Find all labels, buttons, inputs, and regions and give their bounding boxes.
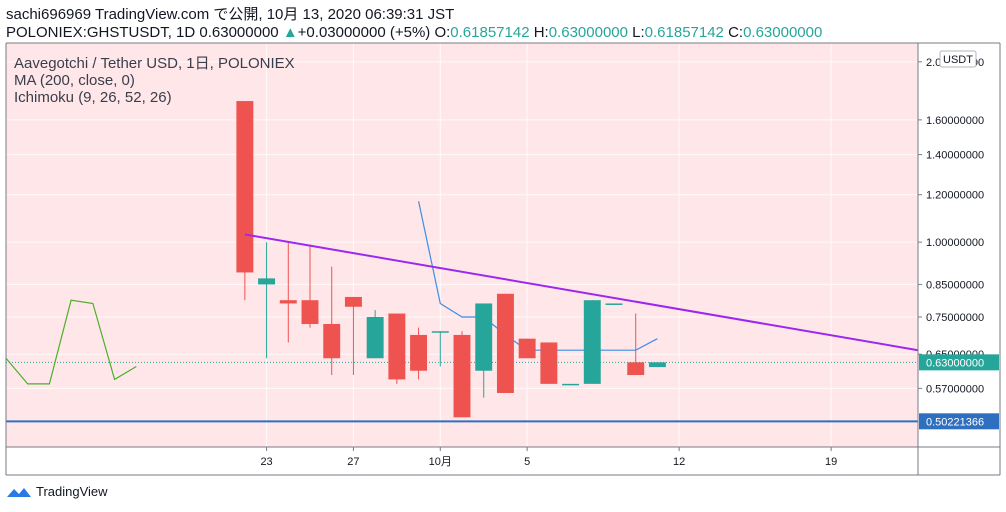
low-value: 0.61857142 xyxy=(644,24,724,41)
candle-body xyxy=(301,300,319,325)
support-price-tag xyxy=(919,413,999,430)
last-price-tag-label: 0.63000000 xyxy=(926,357,984,369)
support-price-tag-label: 0.50221366 xyxy=(926,416,984,428)
legend-title: Aavegotchi / Tether USD, 1日, POLONIEX xyxy=(14,55,295,72)
y-tick-label: 1.60000000 xyxy=(926,115,984,127)
tradingview-logo-icon xyxy=(7,487,31,497)
candle-body xyxy=(236,101,254,273)
y-tick-label: 1.40000000 xyxy=(926,150,984,162)
grid-lines xyxy=(6,43,918,447)
open-value: 0.61857142 xyxy=(450,24,530,41)
close-value: 0.63000000 xyxy=(743,24,823,41)
footer-brand[interactable]: TradingView xyxy=(6,484,108,499)
x-tick-label: 27 xyxy=(347,456,359,468)
high-label: H: xyxy=(533,24,549,41)
candle-body xyxy=(540,342,558,384)
publish-info: sachi696969 TradingView.com で公開, 10月 13,… xyxy=(6,6,455,23)
x-tick-label: 23 xyxy=(260,456,272,468)
up-arrow-icon: ▲ xyxy=(282,24,298,41)
candle-body xyxy=(627,362,645,376)
candle-body xyxy=(648,362,666,368)
y-tick-label: 0.57000000 xyxy=(926,383,984,395)
candle-body xyxy=(453,334,471,418)
ohlc-header: POLONIEX:GHSTUSDT, 1D 0.63000000 ▲+0.030… xyxy=(6,24,822,42)
candle-body xyxy=(258,278,276,285)
candle-body xyxy=(431,331,449,333)
legend-ma: MA (200, close, 0) xyxy=(14,72,135,89)
candle-body xyxy=(344,296,362,307)
currency-badge xyxy=(939,50,977,68)
chart-series xyxy=(5,101,919,423)
last-price-tag xyxy=(919,354,999,371)
close-label: C: xyxy=(728,24,744,41)
y-tick-label: 1.20000000 xyxy=(926,190,984,202)
x-tick-label: 5 xyxy=(524,456,530,468)
candle-body xyxy=(475,303,493,371)
candle-body xyxy=(388,313,406,380)
x-tick-label: 19 xyxy=(825,456,837,468)
ichimoku-blue-line xyxy=(418,201,658,351)
change-value: +0.03000000 (+5%) xyxy=(297,24,431,41)
candle-body xyxy=(323,324,341,359)
y-tick-label: 0.85000000 xyxy=(926,279,984,291)
brand-label: TradingView xyxy=(36,484,108,499)
candle-body xyxy=(518,338,536,359)
x-tick-label: 10月 xyxy=(429,456,452,468)
y-tick-label: 0.75000000 xyxy=(926,312,984,324)
candle-body xyxy=(562,383,580,386)
ichimoku-green-line xyxy=(5,299,137,385)
y-tick-label: 1.00000000 xyxy=(926,237,984,249)
open-label: O: xyxy=(434,24,451,41)
trendline xyxy=(244,233,919,352)
last-price: 0.63000000 xyxy=(199,24,279,41)
x-tick-label: 12 xyxy=(673,456,685,468)
high-value: 0.63000000 xyxy=(548,24,628,41)
low-label: L: xyxy=(632,24,645,41)
candle-body xyxy=(605,303,623,305)
candle-body xyxy=(496,293,514,393)
candle-body xyxy=(410,334,428,371)
currency-label: USDT xyxy=(943,54,973,66)
chart-axes: 2.000000001.600000001.400000001.20000000… xyxy=(5,42,1001,476)
candle-body xyxy=(279,300,297,304)
candle-body xyxy=(366,316,384,359)
legend-ichimoku: Ichimoku (9, 26, 52, 26) xyxy=(14,89,172,106)
symbol-label: POLONIEX:GHSTUSDT, 1D xyxy=(6,24,196,41)
candle-body xyxy=(583,300,601,384)
